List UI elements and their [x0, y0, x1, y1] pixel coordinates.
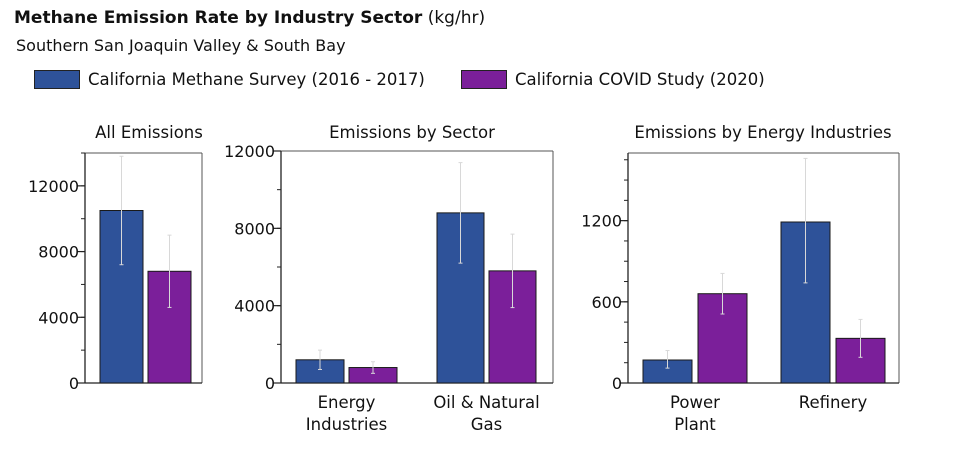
y-tick-label: 0	[69, 374, 79, 393]
x-category-label: Industries	[306, 415, 387, 434]
y-tick-label: 0	[612, 374, 622, 393]
legend-item-survey: California Methane Survey (2016 - 2017)	[34, 68, 425, 90]
legend-swatch-covid	[461, 69, 507, 89]
chart-title-unit: (kg/hr)	[427, 8, 486, 28]
panel-title: Emissions by Sector	[329, 123, 495, 142]
legend-item-covid: California COVID Study (2020)	[461, 68, 765, 90]
legend-label-survey: California Methane Survey (2016 - 2017)	[88, 69, 425, 89]
y-tick-label: 12000	[28, 177, 79, 196]
x-category-label: Energy	[318, 393, 376, 412]
y-tick-label: 1200	[581, 212, 622, 231]
panel-title: Emissions by Energy Industries	[634, 123, 891, 142]
y-tick-label: 4000	[38, 308, 79, 327]
x-category-label: Plant	[674, 415, 716, 434]
chart-subtitle: Southern San Joaquin Valley & South Bay	[16, 36, 346, 55]
y-tick-label: 8000	[38, 243, 79, 262]
y-tick-label: 4000	[234, 297, 275, 316]
y-tick-label: 600	[591, 293, 622, 312]
legend-label-covid: California COVID Study (2020)	[515, 69, 765, 89]
y-tick-label: 8000	[234, 219, 275, 238]
chart-title-bold: Methane Emission Rate by Industry Sector	[14, 8, 423, 28]
x-category-label: Gas	[471, 415, 503, 434]
y-tick-label: 0	[265, 374, 275, 393]
chart-title: Methane Emission Rate by Industry Sector…	[14, 8, 485, 28]
legend-swatch-survey	[34, 69, 80, 89]
y-tick-label: 12000	[224, 142, 275, 161]
panel-title: All Emissions	[95, 123, 203, 142]
x-category-label: Power	[670, 393, 720, 412]
x-category-label: Refinery	[799, 393, 868, 412]
x-category-label: Oil & Natural	[433, 393, 539, 412]
